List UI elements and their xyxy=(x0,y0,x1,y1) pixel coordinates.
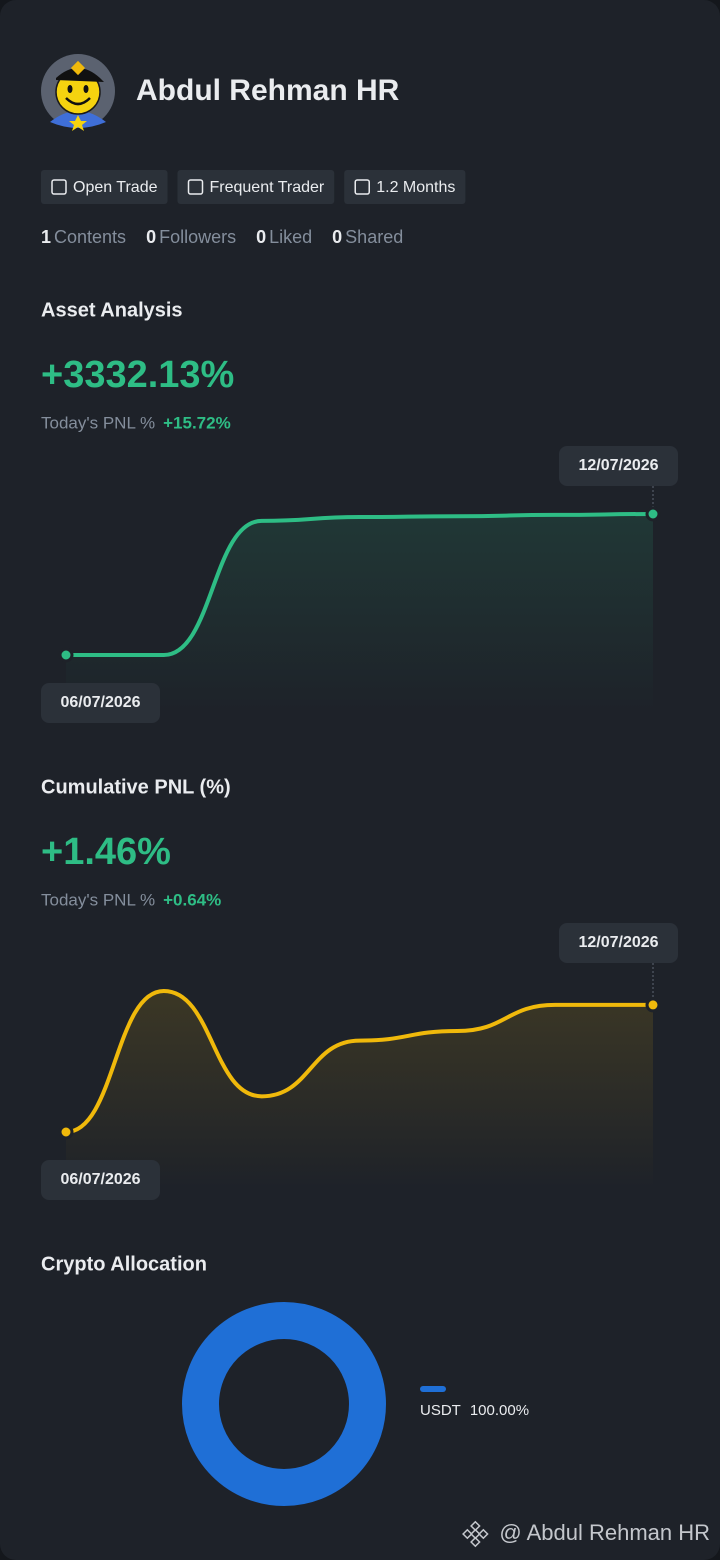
start-dot xyxy=(58,1124,74,1140)
pnl-value: +15.72% xyxy=(163,413,231,432)
stat-label: Liked xyxy=(269,227,312,247)
end-dot xyxy=(645,506,661,522)
line xyxy=(64,988,655,1134)
legend-swatch xyxy=(420,1386,446,1392)
logo-diamond xyxy=(462,1528,473,1540)
line xyxy=(64,512,655,658)
tag-label: 1.2 Months xyxy=(376,179,455,196)
logo-diamond xyxy=(470,1536,481,1548)
tag-background xyxy=(177,170,335,204)
date-tooltip xyxy=(41,1160,160,1200)
date-label: 06/07/2026 xyxy=(60,694,140,711)
stat-value: 0 xyxy=(256,227,266,247)
tag-label: Open Trade xyxy=(73,179,158,196)
date-tooltip xyxy=(41,683,160,723)
profile-name: Abdul Rehman HR xyxy=(136,74,400,107)
legend-value: 100.00% xyxy=(470,1402,529,1419)
donut-segment xyxy=(182,1302,386,1506)
tag: 1.2 Months xyxy=(344,170,466,204)
stat-value: 0 xyxy=(332,227,342,247)
date-label: 12/07/2026 xyxy=(578,934,658,951)
stat-value: 1 xyxy=(41,227,51,247)
stat-label: Shared xyxy=(345,227,403,247)
tag-background xyxy=(41,170,168,204)
tag: Frequent Trader xyxy=(177,170,335,204)
stat-label: Followers xyxy=(159,227,236,247)
logo-diamond xyxy=(470,1528,481,1540)
logo-diamond xyxy=(470,1520,481,1532)
section-title: Crypto Allocation xyxy=(41,1253,207,1275)
section-title: Cumulative PNL (%) xyxy=(41,776,231,798)
date-label: 06/07/2026 xyxy=(60,1171,140,1188)
logo-diamond xyxy=(478,1528,489,1540)
tag-icon xyxy=(354,179,370,195)
legend-label: USDT xyxy=(420,1402,461,1419)
section-title: Asset Analysis xyxy=(41,299,183,321)
date-tooltip xyxy=(559,446,678,486)
headline-value: +1.46% xyxy=(41,831,171,873)
tag: Open Trade xyxy=(41,170,168,204)
stat-value: 0 xyxy=(146,227,156,247)
area xyxy=(66,514,653,712)
pnl-label: Today's PNL % xyxy=(41,413,155,432)
tag-label: Frequent Trader xyxy=(210,179,325,196)
end-dot xyxy=(645,997,661,1013)
date-tooltip xyxy=(559,923,678,963)
date-label: 12/07/2026 xyxy=(578,457,658,474)
avatar[interactable] xyxy=(41,54,115,131)
tag-icon xyxy=(51,179,67,195)
tag-background xyxy=(344,170,466,204)
pnl-label: Today's PNL % xyxy=(41,890,155,909)
start-dot xyxy=(58,647,74,663)
area xyxy=(66,991,653,1189)
watermark-logo xyxy=(462,1520,489,1548)
tag-icon xyxy=(187,179,204,195)
headline-value: +3332.13% xyxy=(41,354,234,396)
watermark: @ Abdul Rehman HR xyxy=(499,1520,710,1545)
pnl-value: +0.64% xyxy=(163,890,221,909)
stat-label: Contents xyxy=(54,227,126,247)
